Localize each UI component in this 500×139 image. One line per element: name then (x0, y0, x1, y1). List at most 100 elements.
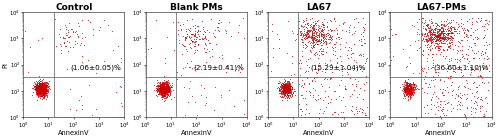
Point (34, 86, 42, 88)
Point (348, 105, 356, 107)
Point (36, 86, 44, 88)
Point (302, 103, 310, 105)
Point (45, 87, 53, 89)
Point (275, 90, 283, 92)
Point (284, 94, 292, 96)
Point (406, 97, 414, 99)
Point (38, 90, 46, 93)
Point (327, 36, 335, 38)
Point (38, 92, 46, 94)
Point (157, 86, 165, 88)
Point (327, 77, 335, 80)
Point (472, 20, 480, 23)
Point (158, 94, 166, 96)
Point (284, 90, 292, 93)
Point (326, 34, 334, 36)
Point (401, 90, 409, 92)
Point (178, 67, 186, 69)
Point (160, 91, 168, 93)
Point (310, 27, 318, 29)
Point (40, 87, 48, 90)
Point (277, 92, 285, 94)
Point (350, 43, 358, 45)
Point (298, 32, 306, 35)
Point (329, 47, 337, 49)
Point (156, 88, 164, 90)
Point (161, 95, 169, 97)
Point (284, 86, 292, 88)
Point (164, 93, 172, 95)
Point (306, 42, 314, 44)
Point (449, 37, 457, 39)
Point (474, 95, 482, 98)
Point (37, 85, 45, 88)
Point (159, 95, 167, 97)
Point (40, 89, 48, 91)
Point (40, 90, 48, 93)
Point (437, 41, 445, 43)
Point (427, 98, 435, 100)
Point (434, 38, 442, 40)
Point (480, 52, 488, 54)
Point (42, 93, 50, 95)
Point (326, 41, 334, 43)
Point (404, 96, 412, 98)
Point (92, 72, 100, 74)
Point (175, 42, 183, 44)
Point (421, 38, 429, 40)
Point (34, 85, 42, 88)
Point (37, 87, 45, 89)
Point (38, 89, 46, 91)
Point (282, 88, 290, 90)
Point (161, 85, 169, 87)
Point (40, 87, 48, 90)
Point (414, 47, 422, 49)
Point (286, 85, 294, 87)
Point (284, 89, 292, 91)
Point (402, 89, 410, 91)
Point (320, 39, 328, 41)
Point (312, 33, 320, 35)
Point (161, 90, 169, 92)
Point (434, 43, 442, 45)
Point (41, 91, 49, 93)
Point (36, 91, 44, 93)
Point (285, 85, 293, 87)
Point (36, 93, 44, 95)
Point (186, 30, 194, 32)
Point (456, 18, 464, 20)
Point (160, 93, 168, 95)
Point (401, 89, 409, 91)
Point (277, 84, 285, 86)
Point (427, 42, 435, 44)
Point (164, 81, 172, 83)
Point (315, 35, 323, 37)
Point (282, 90, 290, 92)
Point (404, 88, 412, 90)
Point (40, 82, 48, 85)
Point (39, 93, 47, 95)
Point (440, 33, 448, 35)
Point (420, 50, 428, 52)
Point (318, 44, 326, 46)
Point (434, 49, 442, 51)
Point (404, 88, 412, 90)
Point (282, 88, 290, 91)
Point (158, 86, 166, 88)
Point (160, 85, 168, 87)
Point (36, 85, 44, 88)
Point (160, 95, 168, 97)
Point (158, 85, 166, 87)
Point (34, 92, 42, 94)
Point (306, 29, 314, 31)
Point (428, 33, 436, 35)
Point (37, 88, 45, 90)
Point (432, 42, 440, 44)
Point (40, 84, 48, 86)
Point (428, 41, 436, 43)
Point (38, 91, 46, 93)
Point (405, 88, 413, 90)
Point (164, 88, 172, 90)
Point (281, 88, 289, 91)
Point (462, 33, 469, 35)
